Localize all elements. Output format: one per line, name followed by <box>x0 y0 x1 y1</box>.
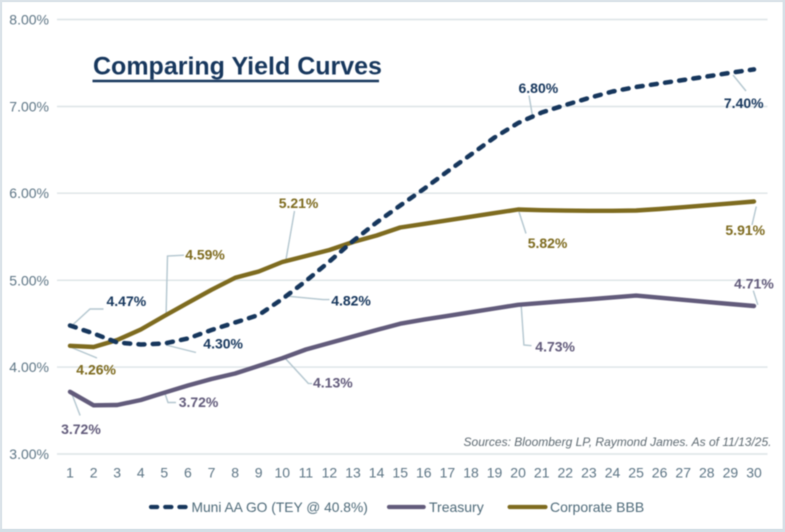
svg-text:24: 24 <box>605 465 621 481</box>
svg-text:9: 9 <box>255 465 263 481</box>
svg-text:16: 16 <box>416 465 432 481</box>
svg-text:4.47%: 4.47% <box>107 293 147 309</box>
svg-text:26: 26 <box>652 465 668 481</box>
svg-text:10: 10 <box>275 465 291 481</box>
svg-text:5: 5 <box>160 465 168 481</box>
svg-text:11: 11 <box>299 465 314 481</box>
svg-text:Sources: Bloomberg LP, Raymond: Sources: Bloomberg LP, Raymond James. As… <box>464 435 772 449</box>
svg-text:15: 15 <box>392 465 408 481</box>
svg-text:27: 27 <box>675 465 691 481</box>
svg-text:3.72%: 3.72% <box>61 421 101 437</box>
svg-text:4.13%: 4.13% <box>313 375 353 391</box>
svg-text:3.72%: 3.72% <box>179 394 219 410</box>
svg-text:5.82%: 5.82% <box>528 235 568 251</box>
svg-text:6.00%: 6.00% <box>9 185 49 201</box>
svg-text:4.71%: 4.71% <box>734 275 774 291</box>
svg-text:4: 4 <box>137 465 145 481</box>
svg-text:18: 18 <box>463 465 479 481</box>
svg-text:7: 7 <box>208 465 216 481</box>
svg-text:13: 13 <box>345 465 361 481</box>
svg-text:2: 2 <box>90 465 98 481</box>
svg-text:7.00%: 7.00% <box>9 99 49 115</box>
svg-text:20: 20 <box>510 465 526 481</box>
svg-text:4.30%: 4.30% <box>203 335 243 351</box>
svg-text:4.59%: 4.59% <box>185 247 225 263</box>
svg-text:8: 8 <box>231 465 239 481</box>
svg-text:25: 25 <box>628 465 644 481</box>
svg-text:28: 28 <box>699 465 715 481</box>
svg-text:Comparing Yield Curves: Comparing Yield Curves <box>93 53 382 81</box>
svg-text:29: 29 <box>723 465 739 481</box>
svg-text:4.82%: 4.82% <box>331 292 371 308</box>
svg-text:Corporate BBB: Corporate BBB <box>550 499 644 515</box>
svg-text:17: 17 <box>440 465 456 481</box>
svg-text:8.00%: 8.00% <box>9 12 49 28</box>
svg-text:5.91%: 5.91% <box>725 222 765 238</box>
svg-text:5.21%: 5.21% <box>279 195 319 211</box>
svg-text:12: 12 <box>322 465 338 481</box>
svg-text:19: 19 <box>487 465 503 481</box>
svg-text:Treasury: Treasury <box>429 499 484 515</box>
svg-text:30: 30 <box>746 465 762 481</box>
svg-text:6: 6 <box>184 465 192 481</box>
svg-text:5.00%: 5.00% <box>9 272 49 288</box>
svg-text:23: 23 <box>581 465 597 481</box>
svg-text:4.73%: 4.73% <box>535 338 575 354</box>
svg-text:21: 21 <box>534 465 550 481</box>
svg-text:3: 3 <box>113 465 121 481</box>
svg-text:14: 14 <box>369 465 385 481</box>
svg-text:6.80%: 6.80% <box>519 80 559 96</box>
svg-text:7.40%: 7.40% <box>724 95 764 111</box>
svg-text:4.26%: 4.26% <box>76 362 116 378</box>
svg-text:3.00%: 3.00% <box>9 446 49 462</box>
svg-text:Muni AA GO (TEY @ 40.8%): Muni AA GO (TEY @ 40.8%) <box>192 500 368 515</box>
svg-text:1: 1 <box>66 465 74 481</box>
svg-text:4.00%: 4.00% <box>9 359 49 375</box>
svg-text:22: 22 <box>558 465 574 481</box>
